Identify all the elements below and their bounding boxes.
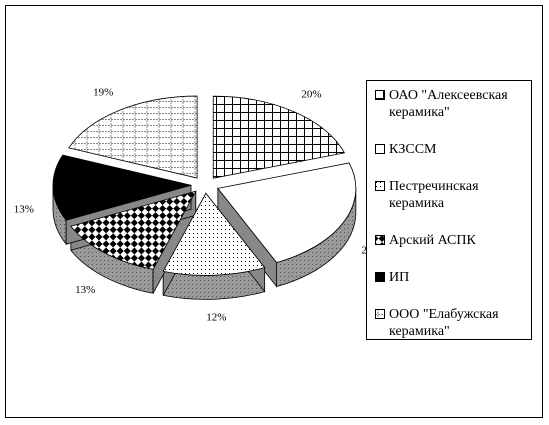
data-label: 13%: [14, 204, 34, 216]
legend-label: КЗССМ: [389, 142, 437, 157]
legend-label: ООО "Елабужская керамика": [389, 307, 499, 339]
slice: [162, 192, 266, 276]
legend-label: Арский АСПК: [389, 233, 476, 248]
legend-label: Пестречинская керамика: [389, 179, 479, 211]
legend-item: ОАО "Алексеевская керамика": [375, 87, 527, 121]
legend-item: ООО "Елабужская керамика": [375, 306, 527, 340]
legend-swatch: [375, 181, 385, 191]
legend-swatch: [375, 235, 385, 245]
slice: [70, 190, 197, 270]
frame: [5, 5, 543, 418]
legend-swatch: [375, 90, 385, 100]
legend-item: ИП: [375, 269, 527, 286]
legend-item: Пестречинская керамика: [375, 178, 527, 212]
data-label: 13%: [75, 284, 95, 296]
slice: [52, 154, 192, 221]
data-label: 19%: [93, 86, 113, 98]
legend-item: Арский АСПК: [375, 232, 527, 249]
legend-label: ОАО "Алексеевская керамика": [389, 88, 508, 120]
slice: [217, 162, 357, 263]
slice: [68, 95, 198, 179]
legend-swatch: [375, 272, 385, 282]
legend-item: КЗССМ: [375, 141, 527, 158]
data-label: 20%: [301, 88, 321, 100]
legend-label: ИП: [389, 270, 410, 285]
legend-swatch: [375, 144, 385, 154]
data-label: 12%: [206, 311, 226, 323]
legend: ОАО "Алексеевская керамика" КЗССМ Пестречи…: [366, 80, 532, 340]
legend-swatch: [375, 309, 385, 319]
slice: [212, 95, 346, 179]
